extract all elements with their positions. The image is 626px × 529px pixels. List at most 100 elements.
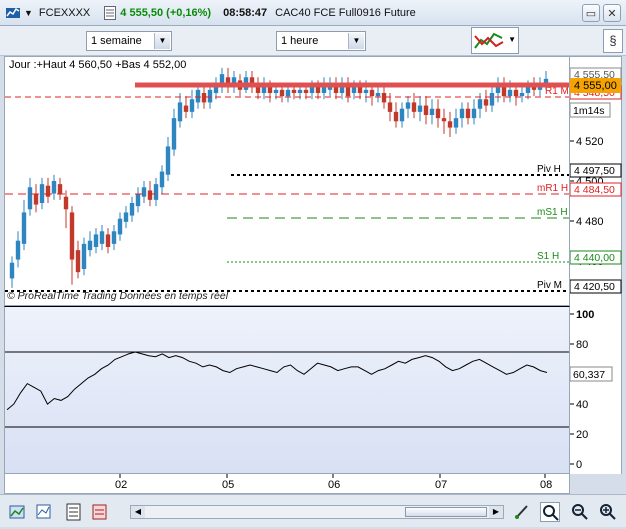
indicator-icon[interactable] [8,502,28,522]
candle-body [297,89,303,93]
candle-body [75,250,81,273]
candle-body [147,190,153,200]
period-value: 1 semaine [91,35,142,47]
candle-body [303,89,309,93]
candle-body [57,184,63,194]
candle-body [483,99,489,106]
candle-body [399,108,405,122]
zoom-out-icon[interactable] [570,502,590,522]
zoom-area-icon[interactable] [540,502,560,522]
candle-body [201,93,207,103]
interval-select[interactable]: 1 heure ▼ [276,31,366,51]
chevron-down-icon[interactable]: ▼ [508,35,516,44]
candle-body [177,102,183,122]
candle-body [195,89,201,103]
indicator-panel[interactable] [4,306,570,474]
candle-body [39,184,45,203]
last-price-box [570,78,621,93]
level-value-box [569,182,622,197]
scroll-right-icon[interactable]: ▶ [489,506,503,518]
indicator-tick-label: 80 [576,339,588,351]
table-icon[interactable] [64,502,84,522]
price-tick-label: 4 480 [576,216,604,228]
candle-body [111,231,117,244]
candle-body [357,86,363,93]
candle-body [33,193,39,205]
drawing-tools-icon[interactable] [512,502,532,522]
candle-body [291,89,297,93]
chart-menu-icon[interactable] [6,6,20,20]
candle-body [447,121,453,128]
candle-body [519,93,525,97]
zoom-in-icon[interactable] [598,502,618,522]
price-chart-svg: Piv H mR1 H mS1 H S1 H Piv M R1 M [5,67,569,292]
candle-body [315,86,321,93]
candle-body [531,86,537,90]
candle-body [21,212,27,244]
symbol-label[interactable]: FCEXXXX [38,6,91,19]
level-value: 4 440,00 [574,252,615,264]
candle-body [405,102,411,109]
time-axis[interactable]: 02 05 06 07 08 [4,474,570,494]
price-chart[interactable]: Jour :+Haut 4 560,50 +Bas 4 552,00 Piv H… [4,56,570,306]
add-indicator-icon[interactable] [34,502,54,522]
dropdown-arrow-icon[interactable]: ▼ [24,7,33,18]
candle-body [219,74,225,87]
period-select[interactable]: 1 semaine ▼ [86,31,172,51]
indicator-tick-label: 20 [576,429,588,441]
candle-body [513,89,519,97]
candle-body [87,240,93,251]
candle-body [387,102,393,112]
candle-body [363,89,369,93]
candle-body [165,146,171,175]
level-label: S1 H [537,251,559,262]
chart-style-button[interactable]: ▼ [471,27,519,54]
price-tick-label: 4 520 [576,136,604,148]
candle-body [273,89,279,93]
candle-body [375,93,381,97]
candle-body [231,77,237,87]
candle-body [495,86,501,93]
candle-body [249,77,255,87]
candle-body [543,78,549,84]
candle-body [51,181,57,194]
horizontal-scrollbar[interactable]: ◀ ▶ [130,505,504,519]
clock-value: 1m14s [573,105,605,117]
level-label: R1 M [545,86,569,97]
last-price-value: 4 555,00 [574,80,617,92]
scrollbar-thumb[interactable] [405,507,487,517]
indicator-tick-label: 40 [576,399,588,411]
candle-body [63,196,69,210]
candle-body [15,240,21,260]
close-button[interactable]: ✕ [603,4,621,22]
candle-body [453,118,459,128]
minimize-button[interactable]: ▭ [582,4,600,22]
candle-body [117,218,123,235]
candle-body [441,118,447,122]
candle-body [339,83,345,93]
level-value: 4 420,50 [574,281,615,293]
candle-body [423,105,429,115]
candle-body [171,118,177,150]
candle-body [207,89,213,103]
chevron-down-icon[interactable]: ▼ [154,33,170,49]
candle-body [261,86,267,93]
level-label: mS1 H [537,207,568,218]
candle-body [489,93,495,106]
candle-body [267,86,273,93]
level-value-box [569,250,622,265]
candle-body [99,231,105,244]
candle-body [459,108,465,119]
chevron-down-icon[interactable]: ▼ [348,33,364,49]
candle-body [159,171,165,188]
sync-icon[interactable]: § [603,29,623,53]
level-label: mR1 H [537,183,568,194]
candle-body [465,108,471,119]
indicator-value-box [569,366,613,382]
data-icon[interactable] [104,5,117,20]
order-icon[interactable] [90,502,110,522]
indicator-value: 60,337 [573,369,605,381]
scroll-left-icon[interactable]: ◀ [131,506,145,518]
